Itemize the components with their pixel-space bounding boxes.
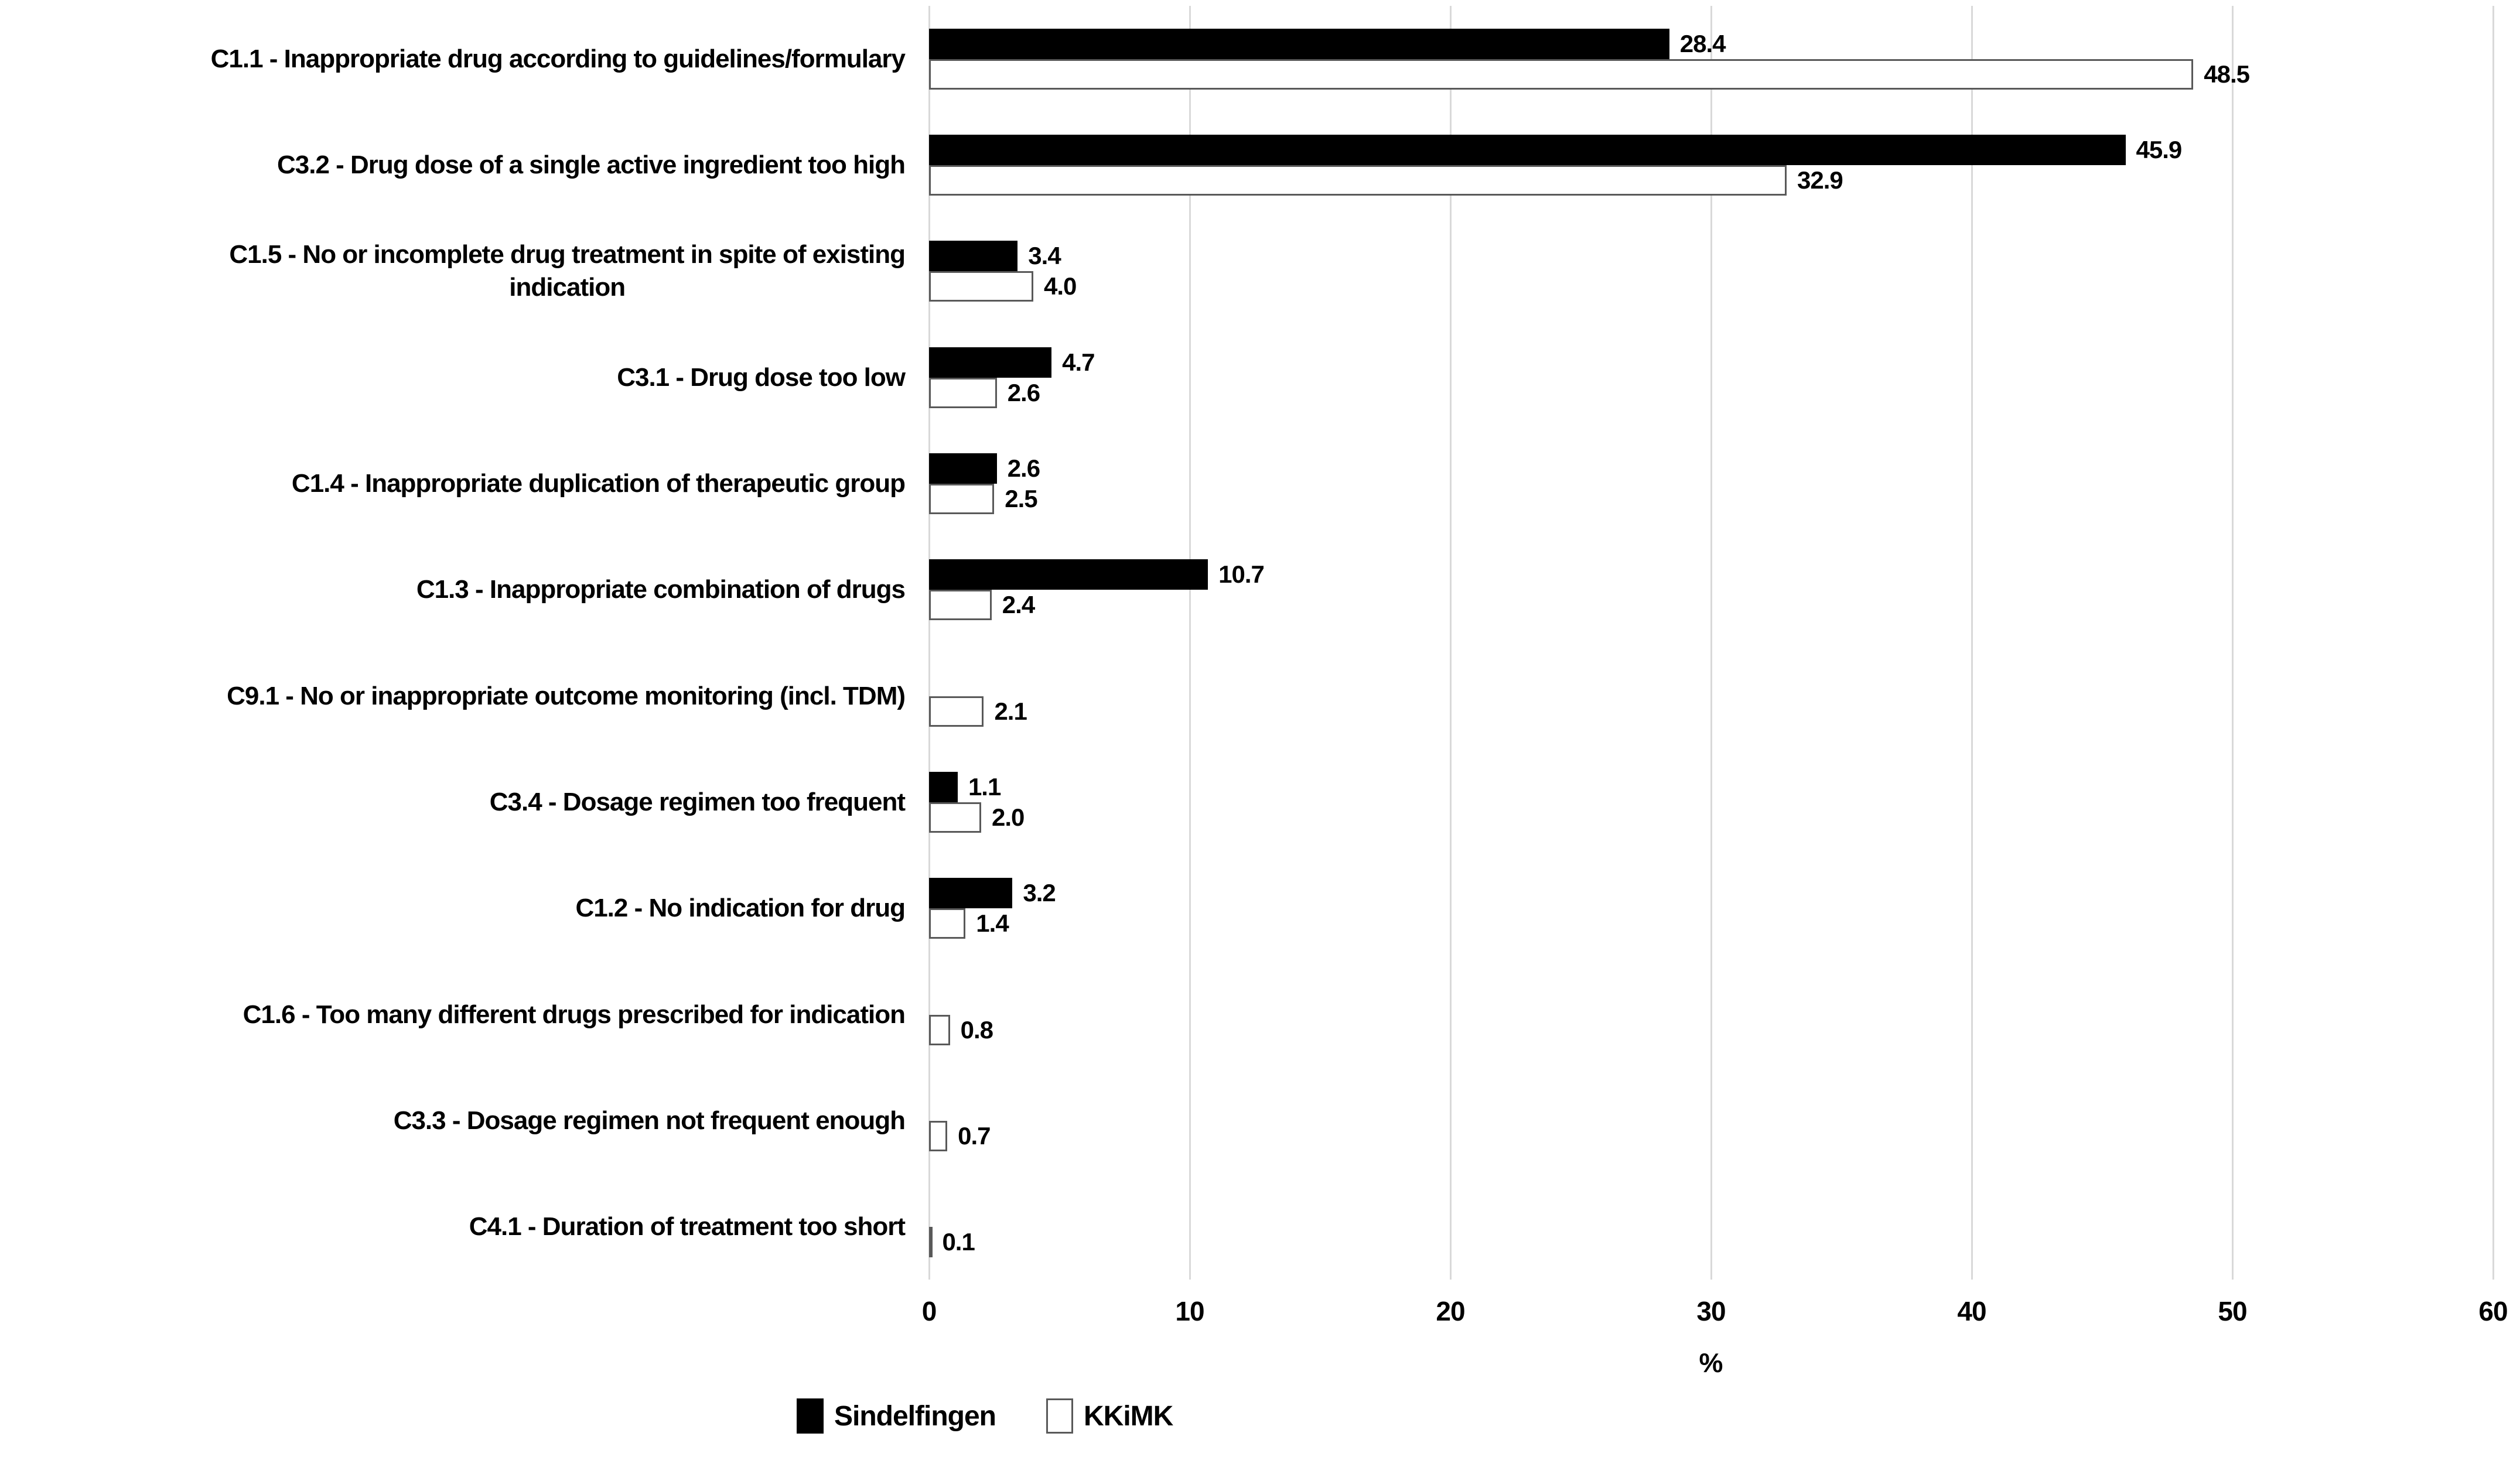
category-label: C4.1 - Duration of treatment too short bbox=[469, 1212, 906, 1241]
bar-kkimk bbox=[929, 377, 997, 408]
value-label: 3.2 bbox=[1023, 879, 1056, 907]
gridline-60 bbox=[2492, 6, 2494, 1280]
bar-kkimk bbox=[929, 696, 984, 727]
value-label: 1.1 bbox=[968, 773, 1001, 801]
bar-sindelfingen bbox=[929, 241, 1018, 272]
value-label: 2.0 bbox=[992, 803, 1025, 831]
gridline-20 bbox=[1449, 6, 1452, 1280]
value-label: 28.4 bbox=[1679, 29, 1726, 57]
bar-sindelfingen bbox=[929, 347, 1052, 378]
bar-kkimk bbox=[929, 165, 1787, 196]
bar-kkimk bbox=[929, 1121, 948, 1151]
legend-item-sindelfingen: Sindelfingen bbox=[797, 1398, 996, 1434]
category-label: C1.3 - Inappropriate combination of drug… bbox=[416, 575, 906, 604]
category-label: C1.1 - Inappropriate drug according to g… bbox=[210, 44, 906, 73]
bar-kkimk bbox=[929, 802, 981, 833]
bar-sindelfingen bbox=[929, 559, 1208, 590]
plot-area: 28.4 48.5 45.9 32.9 3.4 4.0 4.7 2.6 2.6 2.5 10.7 2.… bbox=[928, 6, 2494, 1280]
legend-swatch-kkimk bbox=[1046, 1398, 1073, 1434]
x-tick-label-40: 40 bbox=[1957, 1296, 1986, 1326]
gridline-10 bbox=[1189, 6, 1191, 1280]
value-label: 2.6 bbox=[1007, 454, 1040, 482]
bar-sindelfingen bbox=[929, 453, 997, 484]
value-label: 2.6 bbox=[1007, 378, 1040, 406]
category-label: C3.3 - Dosage regimen not frequent enoug… bbox=[393, 1106, 906, 1135]
legend-swatch-sindelfingen bbox=[797, 1398, 824, 1434]
x-tick-label-10: 10 bbox=[1175, 1296, 1204, 1326]
category-label: C9.1 - No or inappropriate outcome monit… bbox=[227, 681, 906, 710]
value-label: 32.9 bbox=[1797, 166, 1843, 194]
value-label: 45.9 bbox=[2136, 136, 2183, 163]
value-label: 0.1 bbox=[942, 1228, 975, 1256]
bar-sindelfingen bbox=[929, 28, 1669, 59]
x-tick-label-30: 30 bbox=[1696, 1296, 1726, 1326]
value-label: 2.5 bbox=[1005, 485, 1037, 512]
gridline-40 bbox=[1971, 6, 1973, 1280]
value-label: 0.7 bbox=[958, 1122, 991, 1150]
value-label: 2.1 bbox=[994, 697, 1027, 725]
value-label: 48.5 bbox=[2204, 60, 2250, 88]
x-tick-label-20: 20 bbox=[1436, 1296, 1465, 1326]
gridline-0 bbox=[928, 6, 930, 1280]
bar-sindelfingen bbox=[929, 135, 2126, 165]
x-axis-title: % bbox=[1699, 1347, 1723, 1378]
x-tick-label-0: 0 bbox=[921, 1296, 937, 1326]
bar-kkimk bbox=[929, 1227, 933, 1258]
value-label: 1.4 bbox=[976, 909, 1009, 938]
category-label: C3.2 - Drug dose of a single active ingr… bbox=[276, 150, 906, 179]
bar-sindelfingen bbox=[929, 878, 1013, 909]
bar-kkimk bbox=[929, 59, 2194, 90]
legend: Sindelfingen KKiMK bbox=[797, 1398, 1173, 1434]
legend-label-sindelfingen: Sindelfingen bbox=[834, 1400, 996, 1432]
bar-kkimk bbox=[929, 484, 995, 514]
bar-sindelfingen bbox=[929, 772, 958, 802]
value-label: 3.4 bbox=[1028, 242, 1061, 270]
legend-label-kkimk: KKiMK bbox=[1084, 1400, 1173, 1432]
category-label: C3.1 - Drug dose too low bbox=[617, 362, 906, 392]
bar-kkimk bbox=[929, 271, 1033, 302]
x-tick-label-50: 50 bbox=[2218, 1296, 2247, 1326]
value-label: 4.0 bbox=[1044, 272, 1077, 300]
gridline-30 bbox=[1710, 6, 1712, 1280]
x-tick-label-60: 60 bbox=[2478, 1296, 2508, 1326]
gridline-50 bbox=[2231, 6, 2234, 1280]
value-label: 4.7 bbox=[1062, 348, 1095, 376]
bar-kkimk bbox=[929, 1014, 950, 1045]
legend-item-kkimk: KKiMK bbox=[1046, 1398, 1173, 1434]
category-label: C3.4 - Dosage regimen too frequent bbox=[489, 787, 906, 816]
category-label: C1.5 - No or incomplete drug treatment i… bbox=[229, 240, 906, 302]
category-label: C1.6 - Too many different drugs prescrib… bbox=[243, 1000, 906, 1029]
value-label: 10.7 bbox=[1218, 560, 1265, 589]
value-label: 0.8 bbox=[960, 1015, 993, 1044]
category-label: C1.2 - No indication for drug bbox=[575, 894, 906, 923]
category-label: C1.4 - Inappropriate duplication of ther… bbox=[291, 468, 906, 498]
value-label: 2.4 bbox=[1002, 591, 1035, 619]
bar-kkimk bbox=[929, 590, 992, 621]
bar-kkimk bbox=[929, 908, 966, 939]
